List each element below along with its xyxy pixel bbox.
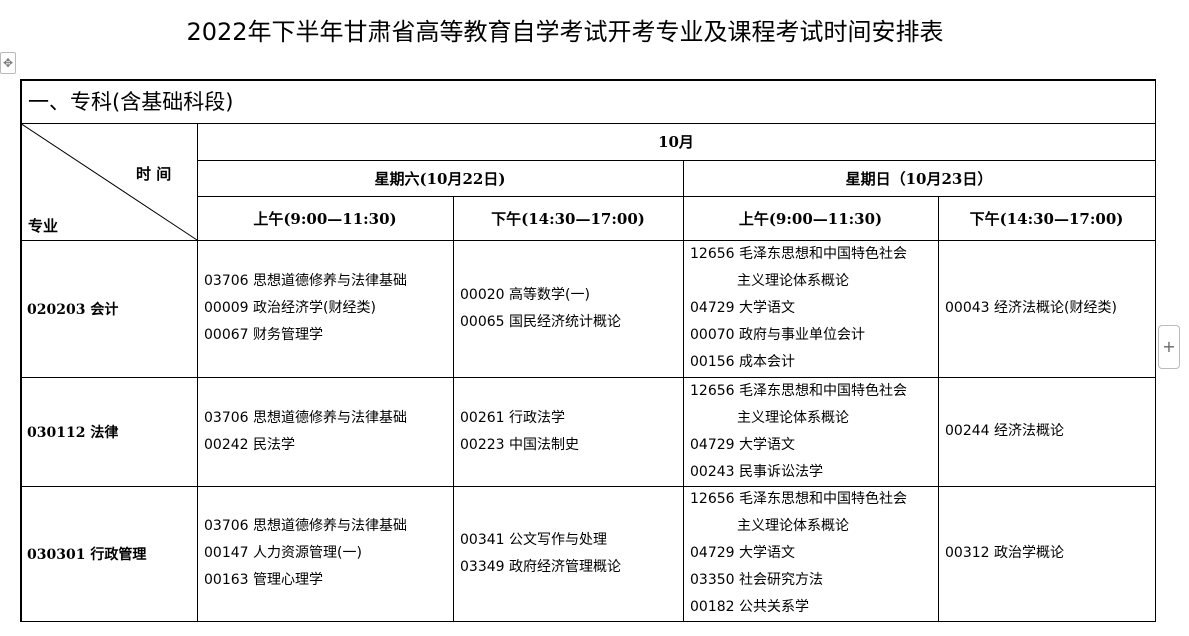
course-line: 03706 思想道德修养与法律基础 — [204, 518, 407, 534]
course-line: 04729 大学语文 — [690, 545, 795, 561]
course-line: 00147 人力资源管理(一) — [204, 545, 362, 561]
course-line: 00341 公文写作与处理 — [460, 531, 607, 548]
course-line: 00020 高等数学(一) — [460, 286, 590, 303]
course-line: 00043 经济法概论(财经类) — [945, 300, 1117, 316]
course-line: 04729 大学语文 — [690, 436, 795, 453]
course-line: 00156 成本会计 — [690, 354, 795, 370]
course-line: 00163 管理心理学 — [204, 572, 323, 588]
course-line: 00242 民法学 — [204, 436, 295, 453]
course-line: 03350 社会研究方法 — [690, 572, 823, 588]
course-cell: 00244 经济法概论 — [938, 377, 1156, 487]
course-cell: 12656 毛泽东思想和中国特色社会主义理论体系概论 04729 大学语文 0024… — [683, 377, 939, 487]
course-line: 12656 毛泽东思想和中国特色社会 — [690, 382, 907, 399]
add-column-button[interactable]: + — [1158, 325, 1180, 369]
major-cell: 030301 行政管理 — [20, 486, 198, 622]
table-move-handle-icon[interactable]: ✥ — [0, 52, 16, 74]
course-line: 00244 经济法概论 — [945, 423, 1064, 439]
course-line: 00312 政治学概论 — [945, 545, 1064, 561]
course-cell: 00312 政治学概论 — [938, 486, 1156, 622]
course-line: 00070 政府与事业单位会计 — [690, 327, 865, 343]
course-line: 12656 毛泽东思想和中国特色社会 — [690, 246, 907, 262]
corner-header: 时 间专业 — [20, 123, 198, 241]
day-header-sun: 星期日（10月23日） — [683, 160, 1156, 197]
course-line: 00067 财务管理学 — [204, 327, 323, 343]
course-cell: 00020 高等数学(一) 00065 国民经济统计概论 — [453, 240, 684, 378]
course-cell: 00043 经济法概论(财经类) — [938, 240, 1156, 378]
slot-header: 下午(14:30—17:00) — [938, 196, 1156, 241]
course-line: 00261 行政法学 — [460, 409, 565, 426]
schedule-table — [20, 79, 1155, 621]
course-line: 03706 思想道德修养与法律基础 — [204, 273, 407, 289]
course-cell: 03706 思想道德修养与法律基础 00242 民法学 — [197, 377, 454, 487]
course-line: 00182 公共关系学 — [690, 599, 809, 615]
course-cell: 00261 行政法学 00223 中国法制史 — [453, 377, 684, 487]
course-line: 00243 民事诉讼法学 — [690, 463, 823, 480]
section-heading: 一、专科(含基础科段) — [20, 79, 1156, 124]
course-line: 04729 大学语文 — [690, 300, 795, 316]
page-title: 2022年下半年甘肃省高等教育自学考试开考专业及课程考试时间安排表 — [186, 18, 944, 46]
course-cell: 12656 毛泽东思想和中国特色社会主义理论体系概论 04729 大学语文 0007… — [683, 240, 939, 378]
time-label: 时 间 — [136, 165, 172, 183]
slot-header: 上午(9:00—11:30) — [683, 196, 939, 241]
day-header-sat: 星期六(10月22日) — [197, 160, 684, 197]
diagonal-line — [20, 123, 198, 241]
course-line: 主义理论体系概论 — [737, 518, 849, 534]
course-cell: 03706 思想道德修养与法律基础 00147 人力资源管理(一) 00163 管理… — [197, 486, 454, 622]
major-cell: 020203 会计 — [20, 240, 198, 378]
course-line: 03349 政府经济管理概论 — [460, 558, 621, 575]
course-cell: 12656 毛泽东思想和中国特色社会主义理论体系概论 04729 大学语文 0335… — [683, 486, 939, 622]
course-line: 03706 思想道德修养与法律基础 — [204, 409, 407, 426]
slot-header: 上午(9:00—11:30) — [197, 196, 454, 241]
course-line: 00009 政治经济学(财经类) — [204, 300, 376, 316]
course-line: 主义理论体系概论 — [737, 409, 849, 426]
course-line: 00223 中国法制史 — [460, 436, 579, 453]
course-cell: 00341 公文写作与处理 03349 政府经济管理概论 — [453, 486, 684, 622]
course-line: 00065 国民经济统计概论 — [460, 313, 621, 330]
course-line: 主义理论体系概论 — [737, 273, 849, 289]
course-cell: 03706 思想道德修养与法律基础 00009 政治经济学(财经类) 00067 财… — [197, 240, 454, 378]
course-line: 12656 毛泽东思想和中国特色社会 — [690, 491, 907, 507]
slot-header: 下午(14:30—17:00) — [453, 196, 684, 241]
major-cell: 030112 法律 — [20, 377, 198, 487]
month-header: 10月 — [197, 123, 1156, 161]
major-label: 专业 — [28, 217, 59, 235]
